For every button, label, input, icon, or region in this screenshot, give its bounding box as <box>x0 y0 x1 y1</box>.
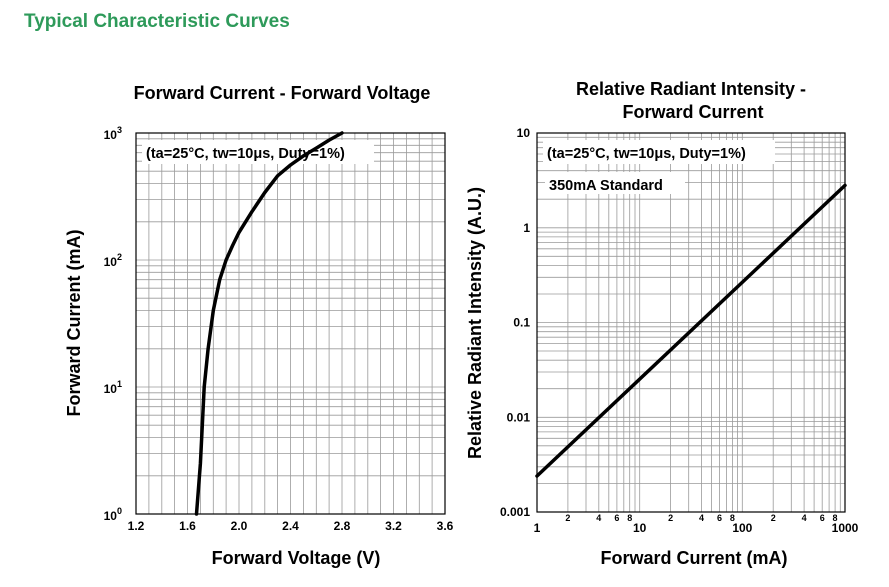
plot-frame <box>135 132 446 515</box>
x-tick-label-minor: 6 <box>820 513 825 523</box>
annotation-background <box>543 140 775 164</box>
y-tick-label: 100 <box>104 506 122 523</box>
x-tick-label: 1.6 <box>179 519 196 533</box>
x-tick-labels: 1.2 1.6 2.0 2.4 2.8 3.2 3.6 <box>128 519 454 533</box>
series-line <box>194 131 344 516</box>
conditions-annotation: (ta=25°C, tw=10μs, Duty=1%) <box>146 146 345 162</box>
y-tick-label: 0.1 <box>513 316 530 330</box>
standard-note: 350mA Standard <box>549 178 663 194</box>
series-line <box>535 183 847 478</box>
x-tick-label: 1.2 <box>128 519 145 533</box>
x-tick-label-minor: 2 <box>668 513 673 523</box>
chart-title-line-1: Relative Radiant Intensity - <box>576 79 806 99</box>
x-axis-label: Forward Current (mA) <box>600 548 787 568</box>
conditions-annotation: (ta=25°C, tw=10μs, Duty=1%) <box>547 146 746 162</box>
x-tick-label: 3.6 <box>437 519 454 533</box>
x-tick-label-minor: 2 <box>565 513 570 523</box>
y-tick-label: 102 <box>104 252 122 269</box>
y-axis-label: Relative Radiant Intensity (A.U.) <box>465 187 485 459</box>
x-tick-label: 2.0 <box>231 519 248 533</box>
x-tick-label-major: 1000 <box>832 521 859 535</box>
chart-radiant-intensity-current: Relative Radiant Intensity - Forward Cur… <box>465 79 859 568</box>
chart-forward-current-voltage: Forward Current - Forward Voltage (ta=25… <box>64 83 454 568</box>
chart-title-line-2: Forward Current <box>622 102 763 122</box>
y-tick-label: 101 <box>104 379 122 396</box>
y-tick-label: 1 <box>523 221 530 235</box>
x-tick-label-minor: 4 <box>802 513 807 523</box>
y-tick-label: 103 <box>104 125 122 142</box>
y-tick-label: 0.001 <box>500 505 530 519</box>
annotation-background <box>142 140 374 164</box>
y-axis-label: Forward Current (mA) <box>64 229 84 416</box>
x-tick-label-minor: 8 <box>833 513 838 523</box>
x-tick-label: 2.8 <box>334 519 351 533</box>
x-tick-label-major: 100 <box>732 521 752 535</box>
x-tick-label: 3.2 <box>385 519 402 533</box>
x-tick-label-major: 10 <box>633 521 647 535</box>
x-tick-label-minor: 4 <box>596 513 601 523</box>
y-tick-labels: 0.001 0.01 0.1 1 10 <box>500 126 530 519</box>
grid <box>136 133 445 514</box>
x-axis-label: Forward Voltage (V) <box>212 548 381 568</box>
x-tick-label-minor: 6 <box>614 513 619 523</box>
page-title: Typical Characteristic Curves <box>24 11 290 32</box>
y-tick-label: 0.01 <box>507 410 531 424</box>
x-tick-label-minor: 2 <box>771 513 776 523</box>
y-tick-label: 10 <box>517 126 531 140</box>
grid <box>537 133 845 512</box>
plot-frame <box>536 132 846 513</box>
x-tick-label-minor: 6 <box>717 513 722 523</box>
x-tick-label: 2.4 <box>282 519 299 533</box>
note-background <box>545 172 685 194</box>
x-tick-label-minor: 8 <box>627 513 632 523</box>
chart-title: Forward Current - Forward Voltage <box>134 83 431 103</box>
x-tick-label-major: 1 <box>534 521 541 535</box>
y-tick-labels: 100 101 102 103 <box>104 125 122 523</box>
x-tick-label-minor: 4 <box>699 513 704 523</box>
x-tick-label-minor: 8 <box>730 513 735 523</box>
